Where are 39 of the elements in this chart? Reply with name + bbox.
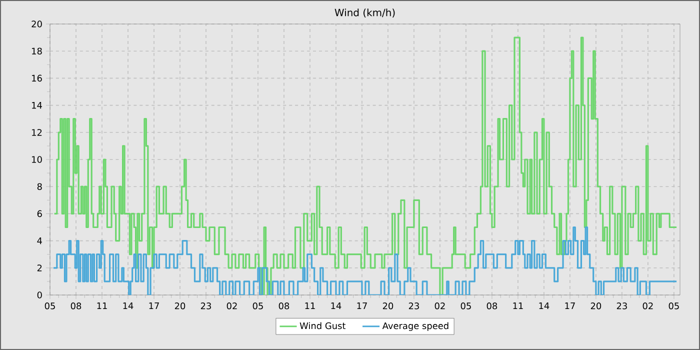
y-tick-label: 20 xyxy=(32,20,42,28)
x-tick-label: 23 xyxy=(616,302,627,310)
y-tick-label: 4 xyxy=(37,238,42,244)
x-tick-label: 08 xyxy=(278,302,290,310)
x-tick-label: 05 xyxy=(668,302,679,310)
x-tick-label: 05 xyxy=(252,302,263,310)
legend-label: Wind Gust xyxy=(300,322,346,330)
x-tick-label: 17 xyxy=(149,302,159,310)
x-tick-label: 11 xyxy=(97,302,107,310)
x-tick-label: 14 xyxy=(123,302,134,310)
y-tick-label: 0 xyxy=(37,292,42,298)
x-tick-label: 05 xyxy=(44,302,55,310)
y-tick-label: 18 xyxy=(32,48,42,54)
y-tick-label: 12 xyxy=(32,129,42,136)
y-tick-label: 8 xyxy=(37,183,42,190)
x-tick-label: 02 xyxy=(434,302,445,310)
x-tick-label: 20 xyxy=(382,302,394,310)
x-tick-label: 02 xyxy=(642,302,653,310)
y-tick-label: 14 xyxy=(32,102,42,109)
x-tick-label: 11 xyxy=(513,302,523,310)
x-tick-label: 08 xyxy=(70,302,82,310)
y-tick-label: 6 xyxy=(37,210,42,218)
x-tick-label: 17 xyxy=(565,302,575,310)
x-tick-label: 11 xyxy=(305,302,315,310)
legend-label: Average speed xyxy=(382,322,448,331)
y-tick-label: 16 xyxy=(32,74,42,82)
x-tick-label: 23 xyxy=(408,302,419,310)
x-tick-label: 20 xyxy=(174,302,186,310)
x-tick-label: 14 xyxy=(331,302,342,310)
x-tick-label: 14 xyxy=(539,302,550,310)
x-tick-label: 08 xyxy=(486,302,498,310)
x-tick-label: 17 xyxy=(357,302,367,310)
x-tick-label: 23 xyxy=(200,302,211,310)
chart-title: Wind (km/h) xyxy=(334,8,395,18)
x-tick-label: 20 xyxy=(590,302,602,310)
y-tick-label: 2 xyxy=(37,264,42,272)
x-tick-label: 02 xyxy=(226,302,237,310)
y-tick-label: 10 xyxy=(32,156,42,163)
x-tick-label: 05 xyxy=(460,302,471,310)
